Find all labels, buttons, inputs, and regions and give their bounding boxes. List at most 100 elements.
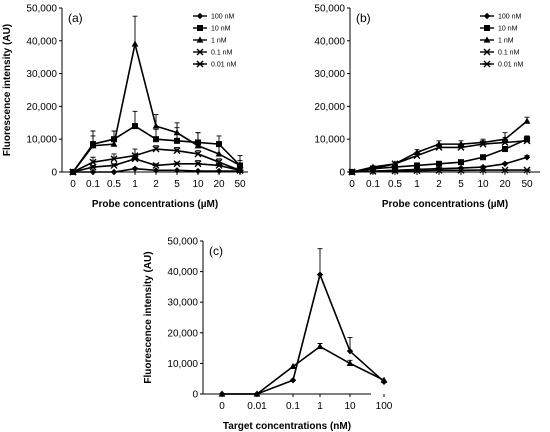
y-tick-label: 40,000 xyxy=(26,36,57,47)
legend-marker-star xyxy=(483,60,491,68)
y-tick-label: 10,000 xyxy=(314,135,345,146)
data-point-diamond xyxy=(346,347,354,355)
y-tick-label: 0 xyxy=(192,390,198,401)
data-point-star xyxy=(194,160,202,168)
legend-item: 100 nM xyxy=(480,12,522,21)
y-tick-label: 0 xyxy=(51,168,57,179)
data-point-triangle xyxy=(173,129,181,136)
legend-item: 1 nM xyxy=(480,36,514,45)
legend-item: 0.01 nM xyxy=(480,60,523,69)
chart-panel-2: 0 10,000 20,000 30,000 40,000 50,000 0 0.01 0.1 1… xyxy=(143,237,393,432)
data-point-star xyxy=(69,168,77,176)
legend-label: 0.01 nM xyxy=(498,62,523,69)
x-tick-label: 0 xyxy=(219,401,225,412)
x-tick-label: 10 xyxy=(192,179,204,190)
data-point-x xyxy=(523,137,531,145)
data-point-x xyxy=(413,152,421,160)
series-line xyxy=(222,345,385,395)
x-tick-label: 10 xyxy=(477,179,489,190)
data-point-star xyxy=(215,161,223,169)
data-point-x xyxy=(110,155,118,163)
data-point-square xyxy=(480,154,486,161)
data-point-square xyxy=(132,123,138,130)
x-tick-label: 0.1 xyxy=(366,179,380,190)
y-tick-label: 20,000 xyxy=(167,328,198,339)
data-point-diamond xyxy=(523,154,531,161)
x-tick-label: 20 xyxy=(499,179,511,190)
x-tick-label: 100 xyxy=(376,401,393,412)
legend-label: 1 nM xyxy=(211,38,227,45)
y-axis-title: Fluorescence intensity (AU) xyxy=(143,251,154,383)
data-point-star xyxy=(348,168,356,176)
legend: 100 nM 10 nM 1 nM 0.1 nM 0.01 nM xyxy=(193,12,236,69)
x-tick-label: 0 xyxy=(70,179,76,190)
legend-label: 0.1 nM xyxy=(211,50,233,57)
data-point-diamond xyxy=(316,271,324,278)
x-tick-label: 1 xyxy=(132,179,138,190)
data-point-square xyxy=(392,164,398,171)
chart-panel-1: 0 10,000 20,000 30,000 40,000 50,000 0 0.1 0.5 1 2… xyxy=(314,4,540,210)
data-point-star xyxy=(523,166,531,174)
panel-label: (c) xyxy=(209,244,223,258)
legend-marker-x xyxy=(483,48,491,56)
y-tick-label: 10,000 xyxy=(26,135,57,146)
x-tick-label: 50 xyxy=(521,179,533,190)
legend-item: 100 nM xyxy=(193,12,235,21)
data-point-square xyxy=(414,162,420,169)
legend-label: 100 nM xyxy=(211,14,235,21)
legend-label: 0.01 nM xyxy=(211,62,236,69)
x-tick-label: 0.1 xyxy=(286,401,300,412)
y-tick-label: 40,000 xyxy=(314,36,345,47)
x-tick-label: 20 xyxy=(213,179,225,190)
data-point-triangle xyxy=(131,40,139,47)
data-point-star xyxy=(110,161,118,169)
data-point-star xyxy=(131,155,139,163)
legend-marker-square xyxy=(484,25,490,31)
data-point-square xyxy=(458,159,464,166)
data-point-star xyxy=(413,167,421,175)
legend-item: 1 nM xyxy=(193,36,227,45)
data-point-triangle xyxy=(194,142,202,149)
data-point-diamond xyxy=(289,377,297,384)
data-point-diamond xyxy=(152,167,160,174)
data-point-triangle xyxy=(89,142,97,149)
data-point-triangle xyxy=(316,342,324,350)
data-point-x xyxy=(435,143,443,151)
legend-item: 10 nM xyxy=(193,25,231,33)
panel-label: (a) xyxy=(68,11,83,25)
x-tick-label: 0.1 xyxy=(86,179,100,190)
error-bar xyxy=(317,248,323,275)
data-point-triangle xyxy=(236,161,244,169)
data-point-x xyxy=(152,145,160,153)
error-bar xyxy=(132,15,138,45)
y-axis-title: Fluorescence intensity (AU) xyxy=(2,24,13,156)
data-point-triangle xyxy=(253,390,261,397)
y-tick-label: 50,000 xyxy=(26,4,57,15)
data-point-triangle xyxy=(523,117,531,124)
x-tick-label: 0.5 xyxy=(388,179,402,190)
y-tick-label: 30,000 xyxy=(314,69,345,80)
data-point-triangle xyxy=(289,362,297,370)
panel-label: (b) xyxy=(356,11,371,25)
data-point-diamond xyxy=(89,168,97,176)
series-1 xyxy=(218,342,388,397)
legend-item: 0.1 nM xyxy=(480,48,520,57)
y-tick-label: 20,000 xyxy=(26,102,57,113)
x-tick-label: 10 xyxy=(344,401,356,412)
legend: 100 nM 10 nM 1 nM 0.1 nM 0.01 nM xyxy=(480,12,523,69)
data-point-x xyxy=(457,143,465,151)
legend-label: 0.1 nM xyxy=(498,50,520,57)
data-point-diamond xyxy=(110,168,118,176)
y-tick-label: 50,000 xyxy=(314,4,345,15)
data-point-diamond xyxy=(131,165,139,172)
x-tick-label: 1 xyxy=(317,401,323,412)
data-point-diamond xyxy=(435,165,443,172)
x-axis-title: Probe concentrations (µM) xyxy=(92,199,218,210)
y-tick-label: 30,000 xyxy=(26,69,57,80)
legend-item: 10 nM xyxy=(480,25,518,33)
y-tick-label: 30,000 xyxy=(167,298,198,309)
data-point-star xyxy=(236,166,244,174)
x-axis-title: Target concentrations (nM) xyxy=(223,421,351,432)
x-tick-label: 0.5 xyxy=(107,179,121,190)
